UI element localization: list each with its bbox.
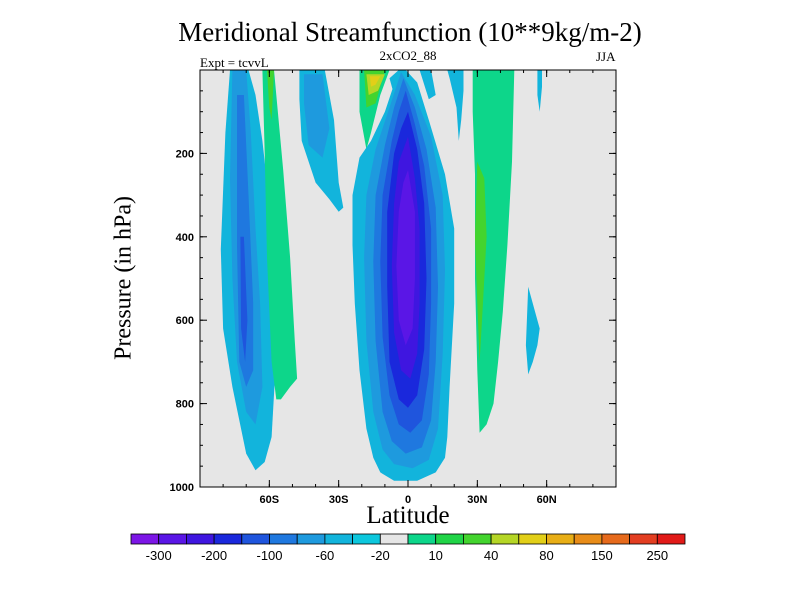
chart-subtitle: 2xCO2_88	[379, 48, 437, 63]
colorbar-swatch	[158, 533, 187, 545]
colorbar-swatch	[379, 533, 409, 545]
colorbar-label: 10	[428, 548, 442, 563]
colorbar-swatch	[490, 533, 520, 545]
contour-region-4	[262, 70, 298, 400]
colorbar-label: -300	[146, 548, 172, 563]
contour-region-7	[304, 74, 330, 158]
contour-region-19	[396, 170, 415, 346]
contour-region-23	[475, 161, 487, 362]
colorbar-swatch	[213, 533, 243, 545]
x-tick-label: 60S	[260, 494, 280, 506]
colorbar-label: 150	[591, 548, 613, 563]
colorbar-swatch	[241, 533, 270, 545]
contour-region-3	[240, 236, 248, 362]
colorbar-swatch	[656, 533, 686, 545]
x-tick-label: 30N	[467, 494, 487, 506]
colorbar-swatch	[130, 533, 160, 545]
contour-region-24	[537, 70, 542, 112]
colorbar-swatch	[462, 533, 492, 545]
axes: 60S 30S 0 30N 60N 200 400 600 800 1000	[170, 69, 617, 506]
colorbar-label: 40	[484, 548, 498, 563]
y-tick-label: 600	[176, 315, 194, 327]
colorbar-swatch	[629, 533, 658, 545]
colorbar-swatch	[352, 533, 381, 545]
colorbar-swatch	[546, 533, 575, 545]
colorbar-label: 80	[539, 548, 553, 563]
colorbar: -300 -200 -100 -60 -20 10 40 80 150 250	[130, 533, 686, 563]
contour-region-12	[369, 76, 381, 87]
colorbar-swatch	[518, 533, 547, 545]
colorbar-swatch	[185, 533, 215, 545]
contour-regions	[220, 70, 542, 481]
season-label: JJA	[596, 49, 616, 64]
colorbar-swatch	[407, 533, 437, 545]
colorbar-label: -200	[201, 548, 227, 563]
contour-region-25	[525, 286, 540, 375]
colorbar-swatch	[296, 533, 326, 545]
colorbar-swatch	[601, 533, 631, 545]
colorbar-swatch	[573, 533, 603, 545]
colorbar-swatch	[269, 533, 298, 545]
x-tick-label: 60N	[537, 494, 557, 506]
contour-region-22	[472, 70, 515, 433]
colorbar-label: -100	[256, 548, 282, 563]
contour-region-21	[447, 70, 464, 141]
experiment-label: Expt = tcvvL	[200, 55, 269, 70]
chart-title: Meridional Streamfunction (10**9kg/m-2)	[178, 17, 642, 47]
colorbar-label: -60	[316, 548, 335, 563]
contour-region-5	[267, 70, 274, 120]
y-tick-label: 200	[176, 148, 194, 160]
y-tick-label: 800	[176, 399, 194, 411]
contour-region-20	[419, 70, 436, 100]
colorbar-label: 250	[646, 548, 668, 563]
colorbar-swatch	[324, 533, 353, 545]
colorbar-label: -20	[371, 548, 390, 563]
y-tick-label: 1000	[170, 482, 194, 494]
x-tick-label: 30S	[329, 494, 349, 506]
x-tick-label: 0	[405, 494, 411, 506]
colorbar-swatch	[435, 533, 464, 545]
y-tick-label: 400	[176, 232, 194, 244]
x-axis-label: Latitude	[366, 502, 450, 529]
